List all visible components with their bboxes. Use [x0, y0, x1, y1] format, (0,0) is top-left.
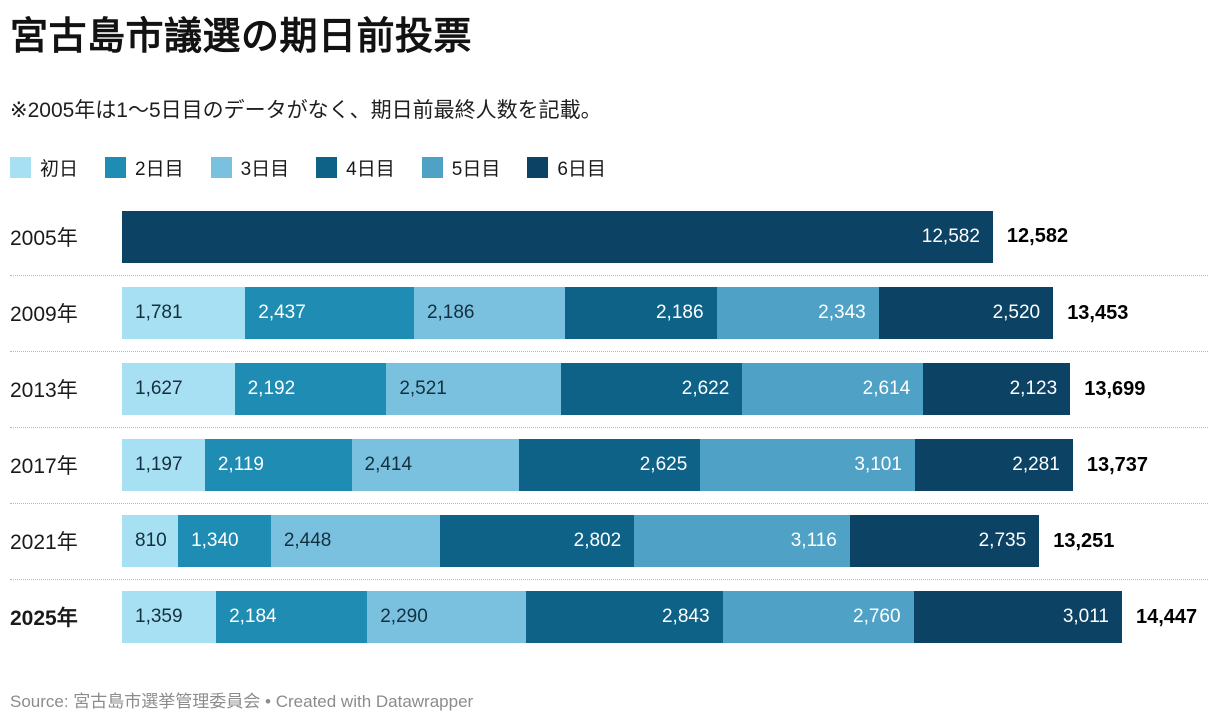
legend-swatch-day5: [421, 156, 443, 178]
bar-segment-day2: 1,340: [178, 515, 271, 568]
bar-segment-day4: 2,625: [518, 439, 701, 492]
row-bar-area: 1,359 2,184 2,290 2,843 2,760 3,011 14,447: [122, 591, 1208, 644]
bar-segment-day2: 2,119: [204, 439, 352, 492]
legend-item-day3: 3日目: [210, 154, 290, 181]
chart-row-2017: 2017年 1,197 2,119 2,414 2,625 3,101 2,281 13,73…: [10, 426, 1208, 503]
row-total-label: 13,737: [1086, 453, 1149, 476]
bar-segment-day1: 1,359: [122, 591, 217, 644]
bar-segment-day4: 2,802: [440, 515, 635, 568]
row-year-label: 2021年: [10, 531, 78, 555]
footer-separator: •: [260, 692, 276, 711]
legend-label-day3: 3日目: [240, 158, 290, 180]
legend-swatch-day3: [210, 156, 232, 178]
bar-segment-day3: 2,521: [386, 363, 561, 416]
bar-segment-day5: 2,760: [722, 591, 914, 644]
row-year-label: 2025年: [10, 607, 78, 631]
chart-rows: 2005年 12,582 12,582 2009年 1,781 2,437 2,186 2,1…: [10, 199, 1208, 655]
legend-item-day2: 2日目: [105, 154, 184, 181]
legend-swatch-day1: [10, 156, 31, 178]
row-bar-area: 810 1,340 2,448 2,802 3,116 2,735 13,251: [122, 515, 1208, 568]
chart-row-2021: 2021年 810 1,340 2,448 2,802 3,116 2,735 13,251: [10, 502, 1208, 579]
row-total-label: 12,582: [1006, 225, 1069, 248]
stacked-bar: 12,582: [122, 210, 993, 263]
bar-segment-day6: 2,735: [849, 515, 1040, 568]
bar-segment-day6: 2,281: [914, 439, 1073, 492]
bar-segment-day5: 3,116: [634, 515, 850, 568]
stacked-bar: 1,627 2,192 2,521 2,622 2,614 2,123: [122, 363, 1071, 416]
source-text: Source: 宮古島市選挙管理委員会: [10, 692, 261, 711]
bar-segment-day1: 1,781: [122, 287, 246, 340]
legend-label-day4: 4日目: [346, 158, 395, 180]
bar-segment-day4: 2,622: [560, 363, 743, 416]
bar-segment-day2: 2,437: [245, 287, 414, 340]
bar-segment-day1: 810: [122, 515, 179, 568]
stacked-bar: 1,359 2,184 2,290 2,843 2,760 3,011: [122, 591, 1122, 644]
bar-segment-day3: 2,414: [351, 439, 519, 492]
chart-row-2009: 2009年 1,781 2,437 2,186 2,186 2,343 2,520 13,45…: [10, 274, 1208, 351]
stacked-bar: 1,197 2,119 2,414 2,625 3,101 2,281: [122, 439, 1073, 492]
bar-segment-day6: 2,520: [878, 287, 1054, 340]
bar-segment-day3: 2,448: [270, 515, 441, 568]
chart-row-2025: 2025年 1,359 2,184 2,290 2,843 2,760 3,011 14,44…: [10, 578, 1208, 655]
legend-item-day4: 4日目: [316, 154, 395, 181]
legend-label-day1: 初日: [40, 158, 79, 180]
bar-segment-day2: 2,184: [216, 591, 368, 644]
legend-swatch-day6: [527, 156, 549, 178]
row-total-label: 13,453: [1067, 301, 1129, 324]
row-total-label: 13,251: [1053, 529, 1115, 552]
row-bar-area: 1,627 2,192 2,521 2,622 2,614 2,123 13,699: [122, 363, 1208, 416]
legend-label-day2: 2日目: [135, 158, 184, 180]
row-total-label: 13,699: [1084, 377, 1146, 400]
bar-segment-day1: 1,197: [122, 439, 205, 492]
legend-item-day6: 6日目: [527, 154, 606, 181]
chart-title: 宮古島市議選の期日前投票: [10, 16, 473, 58]
bar-segment-day6: 12,582: [122, 210, 993, 263]
legend-swatch-day4: [316, 156, 338, 178]
chart-row-2013: 2013年 1,627 2,192 2,521 2,622 2,614 2,123 13,69…: [10, 350, 1208, 427]
bar-segment-day4: 2,186: [565, 287, 717, 340]
legend-item-day1: 初日: [10, 154, 78, 181]
bar-segment-day5: 2,614: [742, 363, 924, 416]
bar-segment-day6: 3,011: [913, 591, 1122, 644]
bar-segment-day3: 2,186: [413, 287, 566, 340]
row-bar-area: 1,781 2,437 2,186 2,186 2,343 2,520 13,453: [122, 287, 1208, 340]
row-year-label: 2005年: [10, 226, 78, 250]
bar-segment-day6: 2,123: [923, 363, 1071, 416]
bar-segment-day2: 2,192: [234, 363, 387, 416]
row-year-label: 2017年: [10, 455, 78, 479]
chart-footer: Source: 宮古島市選挙管理委員会 • Created with Dataw…: [10, 687, 473, 712]
legend-swatch-day2: [105, 156, 127, 178]
legend-label-day6: 6日目: [557, 158, 606, 180]
stacked-bar: 1,781 2,437 2,186 2,186 2,343 2,520: [122, 287, 1054, 340]
chart-note: ※2005年は1〜5日目のデータがなく、期日前最終人数を記載。: [10, 98, 602, 122]
row-total-label: 14,447: [1136, 605, 1198, 628]
bar-segment-day1: 1,627: [122, 363, 235, 416]
legend: 初日 2日目 3日目 4日目 5日目 6日目: [10, 154, 1208, 181]
bar-segment-day5: 2,343: [716, 287, 879, 340]
stacked-bar: 810 1,340 2,448 2,802 3,116 2,735: [122, 515, 1040, 568]
chart-row-2005: 2005年 12,582 12,582: [10, 199, 1208, 275]
datawrapper-credit-link[interactable]: Created with Datawrapper: [275, 692, 474, 711]
row-bar-area: 12,582 12,582: [122, 210, 1208, 263]
legend-item-day5: 5日目: [421, 154, 501, 181]
row-year-label: 2009年: [10, 303, 78, 327]
row-bar-area: 1,197 2,119 2,414 2,625 3,101 2,281 13,737: [122, 439, 1208, 492]
legend-label-day5: 5日目: [451, 158, 501, 180]
bar-segment-day5: 3,101: [700, 439, 915, 492]
bar-segment-day3: 2,290: [367, 591, 526, 644]
bar-segment-day4: 2,843: [525, 591, 723, 644]
row-year-label: 2013年: [10, 379, 78, 403]
